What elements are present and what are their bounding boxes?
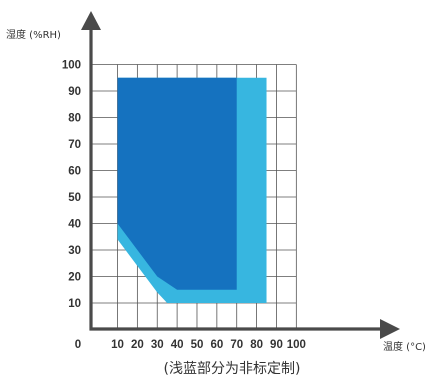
- x-tick-label: 10: [111, 339, 124, 351]
- origin-label: 0: [75, 339, 81, 351]
- tick-labels: 10 20 30 40 50 60 70 80 90 100 10 20 30 40 50 60 70 80 90 1…: [62, 60, 306, 352]
- y-tick-label: 100: [62, 60, 81, 72]
- y-tick-label: 50: [68, 192, 81, 204]
- x-axis-title: 温度 (°C): [383, 340, 426, 353]
- x-tick-label: 80: [250, 339, 263, 351]
- y-axis-title: 湿度 (%RH): [6, 28, 61, 41]
- y-tick-label: 70: [68, 139, 81, 151]
- y-tick-label: 20: [68, 272, 81, 284]
- x-tick-label: 20: [131, 339, 144, 351]
- x-tick-label: 50: [191, 339, 204, 351]
- axes: [81, 11, 400, 339]
- y-axis-arrow-icon: [81, 11, 101, 30]
- x-tick-label: 70: [230, 339, 243, 351]
- x-tick-label: 100: [287, 339, 306, 351]
- y-tick-label: 10: [68, 298, 81, 310]
- y-tick-label: 60: [68, 166, 81, 178]
- x-tick-label: 40: [171, 339, 184, 351]
- y-tick-label: 30: [68, 245, 81, 257]
- x-axis-arrow-icon: [380, 319, 400, 339]
- x-tick-label: 30: [151, 339, 164, 351]
- chart-caption: (浅蓝部分为非标定制): [164, 361, 301, 377]
- x-tick-label: 60: [210, 339, 223, 351]
- x-tick-label: 90: [270, 339, 283, 351]
- plot-areas: [117, 77, 267, 303]
- y-tick-label: 40: [68, 219, 81, 231]
- y-tick-label: 90: [68, 86, 81, 98]
- y-tick-label: 80: [68, 113, 81, 125]
- area-standard: [117, 77, 237, 290]
